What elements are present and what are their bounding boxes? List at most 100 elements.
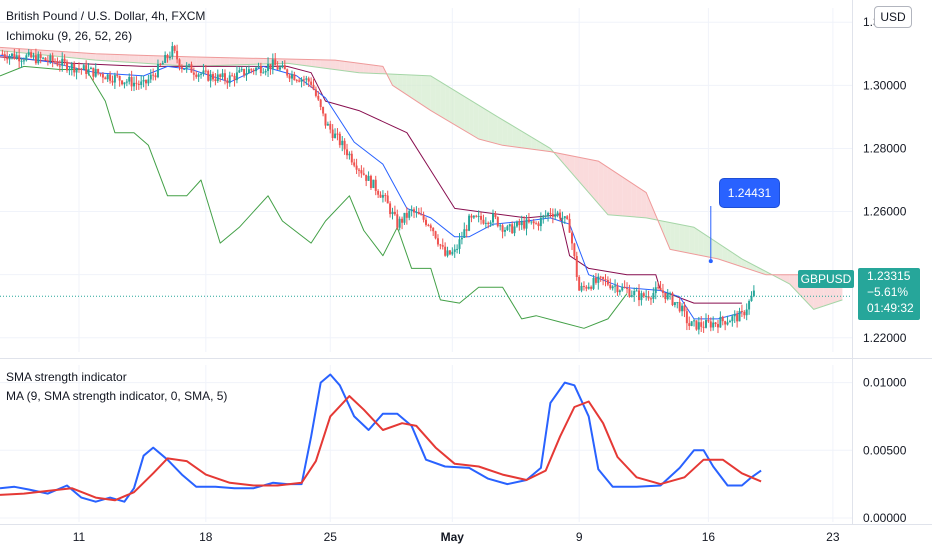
candle: [271, 59, 274, 70]
candle: [267, 63, 270, 71]
candle: [408, 210, 411, 218]
candle: [614, 285, 617, 287]
candle: [587, 286, 590, 289]
cloud-segment: [129, 54, 135, 63]
cloud-segment: [698, 230, 704, 257]
candle: [369, 175, 372, 188]
currency-button[interactable]: USD: [874, 6, 912, 28]
candle: [322, 106, 325, 114]
candle: [472, 215, 475, 218]
candle: [635, 290, 638, 292]
candle: [413, 209, 416, 213]
cloud-segment: [354, 62, 359, 73]
cloud-segment: [253, 58, 259, 65]
candle: [171, 46, 174, 57]
cloud-segment: [143, 55, 149, 64]
cloud-segment: [86, 53, 91, 60]
candle: [405, 212, 408, 218]
candle: [219, 74, 222, 78]
candle: [247, 69, 250, 74]
cloud-segment: [43, 50, 48, 56]
candle: [51, 55, 54, 62]
candle: [515, 221, 518, 227]
cloud-segment: [636, 186, 642, 218]
lower-pane-title[interactable]: SMA strength indicator: [6, 370, 127, 384]
candle: [116, 75, 119, 77]
x-tick-label: May: [441, 530, 465, 544]
candle: [482, 219, 485, 224]
candle: [147, 79, 150, 84]
cloud-segment: [430, 75, 436, 114]
candle: [350, 153, 353, 163]
candle: [425, 219, 427, 225]
candle: [616, 285, 619, 293]
cloud-segment: [320, 59, 326, 69]
candle: [561, 218, 564, 220]
candle: [238, 70, 241, 73]
cloud-segment: [588, 159, 594, 199]
cloud-segment: [234, 57, 240, 65]
candle: [736, 314, 739, 322]
ma-legend[interactable]: MA (9, SMA strength indicator, 0, SMA, 5…: [6, 389, 228, 403]
candle: [178, 59, 181, 68]
candle: [594, 278, 597, 283]
x-tick-label: 11: [73, 530, 86, 544]
candle: [468, 215, 471, 231]
candle: [487, 222, 490, 224]
candle: [463, 229, 466, 238]
candle: [721, 316, 724, 322]
cloud-segment: [560, 153, 565, 166]
candle: [707, 320, 710, 322]
candle: [70, 63, 73, 69]
cloud-segment: [612, 170, 618, 216]
chikou-span-line: [0, 65, 628, 329]
candle: [20, 60, 23, 62]
candle: [298, 80, 301, 82]
candle: [745, 309, 748, 316]
candle: [489, 222, 492, 224]
candle: [243, 69, 246, 76]
cloud-segment: [191, 56, 197, 67]
candle: [566, 216, 569, 219]
candle: [18, 55, 21, 62]
candle: [331, 129, 334, 138]
candle: [336, 133, 339, 135]
candle: [432, 227, 435, 232]
candle: [733, 314, 736, 317]
cloud-segment: [459, 93, 465, 131]
candle: [348, 153, 351, 156]
candle: [602, 276, 605, 280]
candle: [307, 78, 310, 82]
candle: [343, 140, 346, 150]
price-callout[interactable]: 1.24431: [719, 178, 780, 208]
cloud-segment: [301, 59, 307, 66]
candle: [262, 72, 265, 74]
candle: [381, 195, 384, 198]
cloud-segment: [14, 48, 20, 53]
cloud-segment: [397, 74, 403, 92]
candle: [61, 58, 64, 66]
cloud-segment: [220, 57, 225, 66]
cloud-segment: [670, 222, 675, 251]
candle: [716, 324, 719, 328]
cloud-segment: [445, 84, 450, 122]
candle: [25, 55, 28, 61]
candle: [37, 54, 40, 64]
cloud-segment: [335, 60, 340, 71]
cloud-segment: [454, 90, 460, 128]
candle: [580, 285, 583, 291]
cloud-segment: [210, 57, 216, 66]
candle: [590, 286, 593, 289]
cloud-segment: [598, 161, 604, 210]
candle: [671, 293, 674, 306]
candle: [279, 67, 282, 70]
cloud-segment: [157, 55, 163, 65]
ichimoku-legend[interactable]: Ichimoku (9, 26, 52, 26): [6, 29, 133, 43]
candle: [312, 84, 315, 90]
candle: [257, 66, 260, 68]
candle: [135, 82, 138, 84]
candle: [638, 290, 640, 301]
y-tick-label: 1.26000: [863, 205, 907, 219]
candle: [702, 326, 705, 328]
